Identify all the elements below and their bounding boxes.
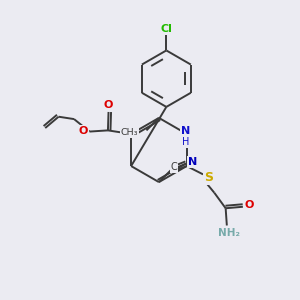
Text: NH₂: NH₂	[218, 228, 240, 238]
Text: S: S	[204, 171, 213, 184]
Text: H: H	[182, 137, 189, 147]
Text: O: O	[245, 200, 254, 210]
Text: Cl: Cl	[160, 24, 172, 34]
Text: N: N	[181, 126, 190, 136]
Text: C: C	[170, 162, 177, 172]
Text: O: O	[78, 126, 88, 136]
Text: N: N	[188, 157, 197, 167]
Text: O: O	[104, 100, 113, 110]
Text: CH₃: CH₃	[121, 128, 138, 137]
